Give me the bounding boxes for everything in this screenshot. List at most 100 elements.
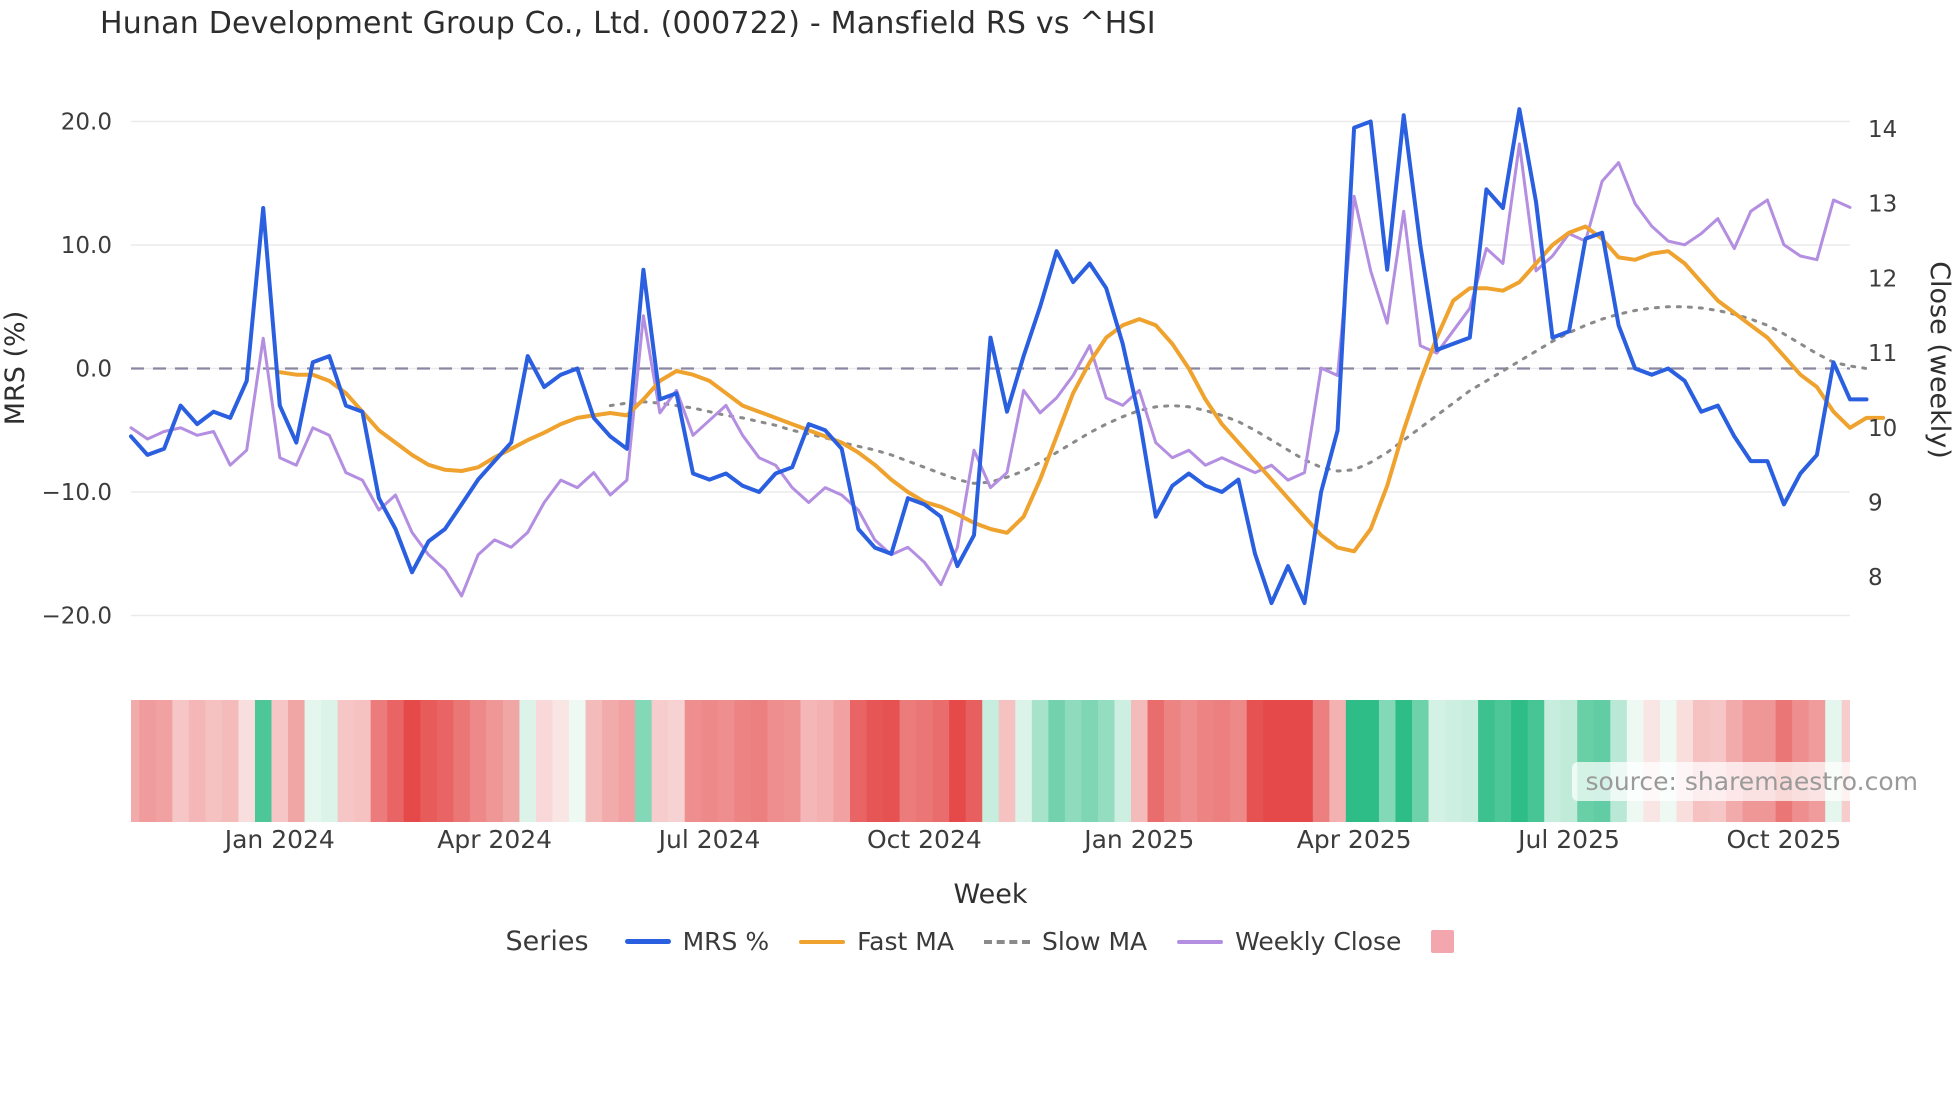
legend-item-heatmap xyxy=(1431,930,1455,953)
heatmap-cell xyxy=(635,700,653,822)
heatmap-cell xyxy=(436,700,454,822)
heatmap-cell xyxy=(1015,700,1033,822)
heatmap-cell xyxy=(1263,700,1281,822)
legend-label-slow-ma: Slow MA xyxy=(1041,927,1148,956)
heatmap-cell xyxy=(1792,700,1810,822)
legend-item-slow-ma: Slow MA xyxy=(983,927,1148,956)
heatmap-cell xyxy=(288,700,306,822)
chart-title: Hunan Development Group Co., Ltd. (00072… xyxy=(100,6,1156,41)
heatmap-cell xyxy=(1279,700,1297,822)
heatmap-cell xyxy=(1544,700,1562,822)
heatmap-cell xyxy=(1643,700,1661,822)
chart-legend: Series MRS % Fast MA Slow MA Weekly Clos… xyxy=(0,926,1960,957)
heatmap-cell xyxy=(816,700,835,822)
fast-ma-line xyxy=(277,224,1886,554)
legend-item-weekly-close: Weekly Close xyxy=(1177,927,1401,956)
heatmap-cell xyxy=(304,700,322,822)
left-tick-label: 10.0 xyxy=(61,233,112,259)
right-tick-label: 14 xyxy=(1868,117,1897,143)
x-tick-label: Jan 2025 xyxy=(1082,825,1194,854)
heatmap-cell xyxy=(883,700,901,822)
mrs-line-swatch-icon xyxy=(624,939,671,944)
heatmap-cell xyxy=(932,700,950,822)
heatmap-cell xyxy=(1742,700,1760,822)
heatmap-cell xyxy=(569,700,587,822)
heatmap-cell xyxy=(750,700,768,822)
heatmap-cell xyxy=(1411,700,1430,822)
heatmap-cell xyxy=(1031,700,1049,822)
heatmap-cell xyxy=(1577,700,1595,822)
heatmap-cell xyxy=(535,700,554,822)
legend-item-mrs: MRS % xyxy=(624,927,770,956)
heatmap-cell xyxy=(916,700,934,822)
heatmap-cell xyxy=(1164,700,1182,822)
heatmap-cell xyxy=(420,700,438,822)
x-axis-label: Week xyxy=(954,879,1028,910)
heatmap-cell xyxy=(172,700,190,822)
heatmap-cell xyxy=(1560,700,1578,822)
legend-item-fast-ma: Fast MA xyxy=(799,927,954,956)
heatmap-cell xyxy=(254,700,273,822)
heatmap-cell xyxy=(1048,700,1066,822)
left-axis-label: MRS (%) xyxy=(0,311,31,426)
left-tick-label: −10.0 xyxy=(42,480,112,506)
heatmap-cell xyxy=(1808,700,1826,822)
heatmap-cell xyxy=(552,700,570,822)
right-tick-label: 8 xyxy=(1868,565,1883,591)
heatmap-cell xyxy=(1825,700,1843,822)
heatmap-cell xyxy=(651,700,669,822)
heatmap-cell xyxy=(1527,700,1545,822)
right-tick-label: 12 xyxy=(1868,266,1897,292)
heatmap-cell xyxy=(453,700,471,822)
legend-label-weekly-close: Weekly Close xyxy=(1235,927,1402,956)
slow-ma-swatch-icon xyxy=(983,939,1030,944)
heatmap-swatch-icon xyxy=(1431,930,1455,953)
heatmap-cell xyxy=(1676,700,1694,822)
heatmap-cell xyxy=(205,700,223,822)
heatmap-cell xyxy=(321,700,339,822)
heatmap-cell xyxy=(1478,700,1496,822)
heatmap-cell xyxy=(1593,700,1611,822)
heatmap-cell xyxy=(1362,700,1380,822)
legend-label-mrs: MRS % xyxy=(682,927,770,956)
heatmap-cell xyxy=(1064,700,1083,822)
heatmap-cell xyxy=(354,700,372,822)
heatmap-cell xyxy=(502,700,521,822)
heatmap-cell xyxy=(1775,700,1793,822)
heatmap-cell xyxy=(899,700,917,822)
x-tick-label: Jul 2024 xyxy=(657,825,761,854)
heatmap-cell xyxy=(1511,700,1529,822)
source-watermark: source: sharemaestro.com xyxy=(1571,762,1932,801)
slow-ma-line xyxy=(608,305,1868,485)
heatmap-cell xyxy=(1097,700,1116,822)
heatmap-cell xyxy=(370,700,388,822)
heatmap-cell xyxy=(1312,700,1330,822)
heatmap-cell xyxy=(221,700,240,822)
heatmap-cell xyxy=(1626,700,1644,822)
heatmap-cell xyxy=(618,700,636,822)
legend-title: Series xyxy=(505,926,589,957)
heatmap-cell xyxy=(585,700,603,822)
fast-ma-swatch-icon xyxy=(799,939,846,944)
heatmap-cell xyxy=(238,700,256,822)
heatmap-cell xyxy=(486,700,504,822)
heatmap-cell xyxy=(1428,700,1446,822)
x-tick-label: Apr 2024 xyxy=(437,825,552,854)
heatmap-cell xyxy=(1692,700,1711,822)
right-tick-label: 9 xyxy=(1868,491,1883,517)
weekly-close-line xyxy=(129,142,1852,598)
heatmap-cell xyxy=(1345,700,1363,822)
heatmap-cell xyxy=(1180,700,1198,822)
heatmap-cell xyxy=(767,700,785,822)
heatmap-cell xyxy=(800,700,818,822)
right-tick-label: 11 xyxy=(1868,341,1897,367)
heatmap-cell xyxy=(188,700,206,822)
heatmap-cell xyxy=(403,700,421,822)
heatmap-cell xyxy=(965,700,983,822)
heatmap-cell xyxy=(701,700,719,822)
heatmap-cell xyxy=(602,700,620,822)
heatmap-cell xyxy=(1378,700,1397,822)
heatmap-cell xyxy=(1197,700,1215,822)
heatmap-cell xyxy=(387,700,405,822)
heatmap-cell xyxy=(1841,700,1850,822)
